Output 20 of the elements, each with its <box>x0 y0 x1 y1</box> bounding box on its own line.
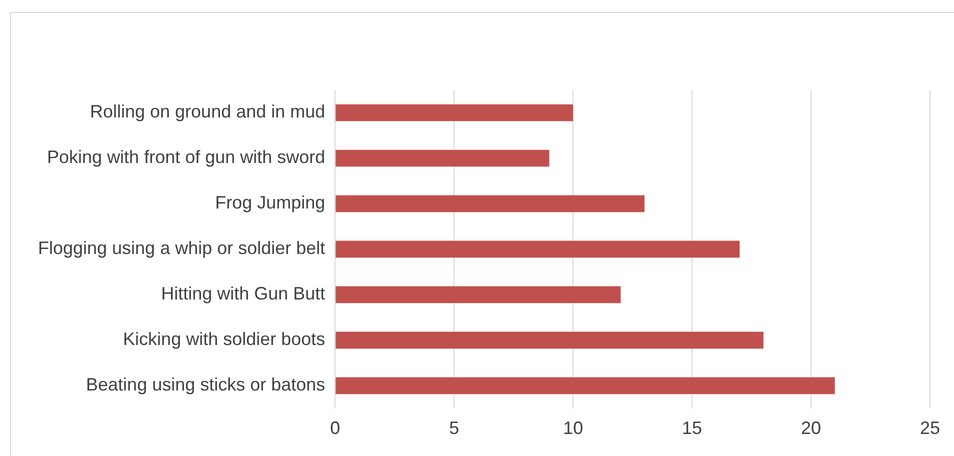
bar <box>336 104 574 122</box>
bar <box>336 150 550 167</box>
x-tick-label: 0 <box>330 418 340 438</box>
bar <box>336 195 644 212</box>
x-tick-label: 10 <box>563 418 584 438</box>
y-tick-label: Flogging using a whip or soldier belt <box>38 238 326 258</box>
bar <box>336 240 740 258</box>
x-tick-label: 5 <box>449 418 460 438</box>
y-tick-label: Hitting with Gun Butt <box>161 284 326 304</box>
y-tick-label: Kicking with soldier boots <box>123 329 326 350</box>
bar <box>336 377 835 394</box>
x-tick-label: 20 <box>801 418 822 438</box>
y-tick-label: Rolling on ground and in mud <box>90 102 326 122</box>
y-tick-label: Frog Jumping <box>215 192 326 213</box>
bar <box>336 332 764 349</box>
y-tick-label: Beating using sticks or batons <box>86 374 326 395</box>
x-tick-label: 15 <box>682 418 702 438</box>
bar <box>336 286 621 304</box>
x-tick-label: 25 <box>920 418 940 438</box>
y-tick-label: Poking with front of gun with sword <box>47 147 326 168</box>
